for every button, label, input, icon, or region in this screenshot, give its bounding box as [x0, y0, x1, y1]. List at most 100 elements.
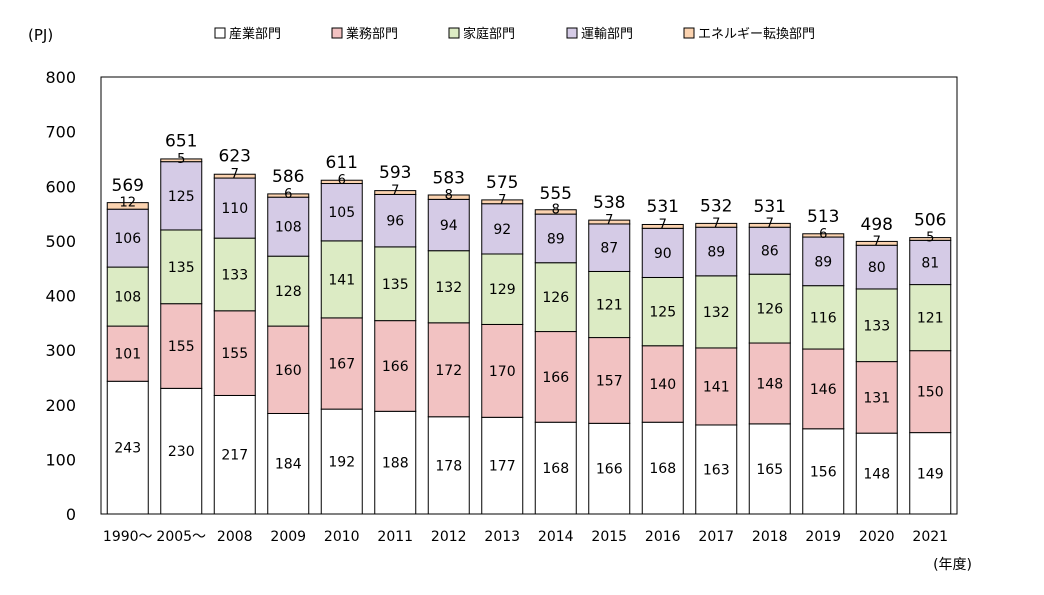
data-label: 146 — [810, 382, 837, 398]
bar-segment — [855, 361, 898, 434]
data-label: 105 — [328, 205, 355, 221]
x-tick-label: 1990～ — [103, 529, 153, 545]
y-tick-label: 0 — [66, 505, 76, 524]
bar-segment — [748, 273, 791, 344]
bar-segment — [695, 222, 738, 228]
bar-segment — [481, 253, 524, 325]
data-label: 106 — [114, 231, 141, 247]
bar-segment — [481, 416, 524, 515]
total-label: 538 — [593, 193, 625, 213]
bar-segment — [374, 193, 417, 248]
total-label: 575 — [486, 173, 518, 193]
data-label: 230 — [168, 444, 195, 460]
data-label: 7 — [498, 193, 506, 208]
x-tick-label: 2016 — [645, 529, 681, 545]
legend-label: 産業部門 — [229, 26, 281, 42]
data-label: 168 — [649, 461, 676, 477]
data-label: 157 — [596, 373, 623, 389]
bar-segment — [802, 348, 845, 430]
legend-swatch — [331, 27, 343, 39]
bar-segment — [427, 416, 470, 515]
bar-segment — [106, 202, 149, 210]
bar-segment — [481, 199, 524, 205]
data-label: 80 — [868, 260, 886, 276]
bars: 2431011081061256923015513512556512171551… — [106, 131, 952, 515]
data-label: 192 — [328, 455, 355, 471]
x-tick-label: 2014 — [538, 529, 574, 545]
data-label: 7 — [659, 217, 667, 232]
data-label: 132 — [703, 305, 730, 321]
data-label: 156 — [810, 464, 837, 480]
bar-segment — [588, 422, 631, 515]
bar-segment — [802, 236, 845, 287]
plot-frame — [100, 76, 958, 515]
data-label: 131 — [863, 390, 890, 406]
x-axis: 1990～ 2005～ 2008 2009 2010 2011 2012 2013 2014 20… — [103, 529, 948, 545]
data-label: 87 — [600, 241, 618, 257]
data-label: 163 — [703, 462, 730, 478]
bar-segment — [534, 421, 577, 515]
data-label: 126 — [756, 302, 783, 318]
data-label: 140 — [649, 377, 676, 393]
total-label: 555 — [540, 184, 572, 204]
x-tick-label: 2011 — [377, 529, 413, 545]
data-label: 166 — [596, 462, 623, 478]
bar-segment — [160, 229, 203, 305]
legend-swatch — [683, 27, 695, 39]
bar-segment — [427, 322, 470, 418]
bar-segment — [909, 237, 952, 241]
total-label: 531 — [647, 197, 679, 217]
legend-swatch — [214, 27, 226, 39]
bar-segment — [588, 223, 631, 272]
bar-segment — [748, 423, 791, 515]
data-label: 116 — [810, 310, 837, 326]
bar-segment — [213, 173, 256, 179]
bar-segment — [588, 337, 631, 424]
total-label: 611 — [326, 153, 358, 173]
data-label: 121 — [917, 311, 944, 327]
data-label: 168 — [542, 461, 569, 477]
total-label: 593 — [379, 163, 411, 183]
data-label: 177 — [489, 459, 516, 475]
bar-segment — [427, 194, 470, 200]
data-label: 155 — [168, 339, 195, 355]
x-tick-label: 2013 — [484, 529, 520, 545]
total-label: 623 — [219, 147, 251, 167]
y-tick-label: 800 — [45, 68, 76, 87]
data-label: 243 — [114, 441, 141, 457]
legend-swatch — [566, 27, 578, 39]
data-label: 184 — [275, 457, 302, 473]
bar-segment — [748, 342, 791, 425]
y-tick-label: 100 — [45, 450, 76, 469]
data-label: 125 — [649, 305, 676, 321]
data-label: 110 — [221, 201, 248, 217]
x-tick-label: 2008 — [217, 529, 253, 545]
bar-segment — [588, 219, 631, 225]
bar-segment — [320, 183, 363, 242]
x-tick-label: 2021 — [912, 529, 948, 545]
data-label: 135 — [382, 277, 409, 293]
bar-segment — [374, 410, 417, 515]
data-label: 125 — [168, 189, 195, 205]
bar-segment — [641, 345, 684, 423]
total-label: 506 — [914, 211, 946, 231]
total-label: 586 — [272, 167, 304, 187]
bar-segment — [320, 179, 363, 185]
data-label: 90 — [654, 246, 672, 262]
bar-segment — [534, 209, 577, 215]
y-tick-label: 500 — [45, 232, 76, 251]
data-label: 141 — [328, 272, 355, 288]
y-tick-label: 600 — [45, 177, 76, 196]
data-label: 128 — [275, 284, 302, 300]
bar-segment — [160, 158, 203, 163]
legend-label: 運輸部門 — [581, 27, 633, 42]
legend: 産業部門 業務部門 家庭部門 運輸部門 エネルギー転換部門 — [214, 26, 815, 42]
bar-segment — [213, 310, 256, 396]
data-label: 94 — [440, 218, 458, 234]
x-unit-label: (年度) — [933, 557, 972, 573]
y-tick-label: 700 — [45, 123, 76, 142]
y-axis: 0 100 200 300 400 500 600 700 800 — [45, 68, 76, 524]
bar-segment — [855, 244, 898, 290]
data-label: 86 — [761, 244, 779, 260]
data-label: 166 — [542, 370, 569, 386]
